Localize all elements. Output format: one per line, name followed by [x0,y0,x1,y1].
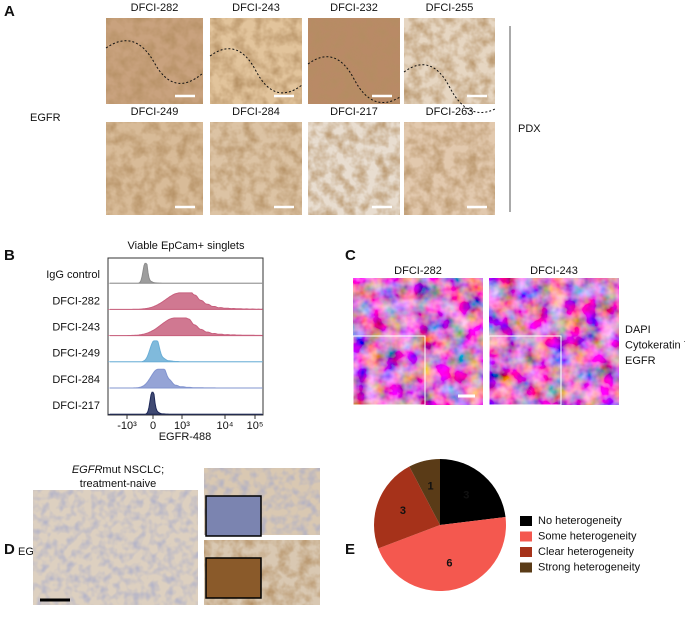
histogram [110,317,263,337]
x-tick-label: -10³ [117,420,137,432]
inset [205,557,262,599]
histogram [110,262,262,284]
micrograph-texture [210,18,302,104]
tumor-border [403,64,496,113]
micrograph-texture [308,122,400,215]
panel-letter: B [4,247,15,264]
inset [205,495,262,537]
histogram [110,368,262,389]
slice-label: 6 [446,557,452,569]
micrograph-texture [106,122,203,215]
micrograph-texture [33,490,198,605]
legend-label: EGFR [625,355,656,367]
note-rest: mut NSCLC; [102,464,164,476]
legend-label: DAPI [625,324,651,336]
sample-label: DFCI-243 [530,265,578,277]
tumor-border [307,56,401,104]
panel-letter: D [4,541,15,558]
micrograph-texture [106,18,203,104]
pie-slice [378,517,507,592]
row-label: IgG control [46,269,100,281]
legend-swatch [520,516,532,526]
row-label: DFCI-217 [52,400,100,412]
x-tick-label: 10⁵ [247,420,264,432]
sample-label: DFCI-255 [426,2,474,14]
legend-label: Clear heterogeneity [538,546,635,558]
sample-label: DFCI-282 [131,2,179,14]
slice-label: 3 [400,505,406,517]
panel-title: Viable EpCam+ singlets [128,240,245,252]
fluorescence-image [353,278,483,405]
sample-label: DFCI-249 [131,106,179,118]
row-label: DFCI-284 [52,374,100,386]
micrograph-texture [404,122,495,215]
pie-slice [374,466,440,549]
tumor-border [105,40,204,84]
x-axis-label: EGFR-488 [159,431,212,443]
panel-letter: E [345,541,355,558]
sample-label: DFCI-284 [232,106,280,118]
tumor-border [209,48,303,94]
x-tick-label: 0 [150,420,156,432]
legend-swatch [520,562,532,573]
pie-slice [440,459,506,525]
sample-label: DFCI-263 [426,106,474,118]
sample-label: DFCI-217 [330,106,378,118]
plot-frame [107,257,264,416]
sample-label: DFCI-243 [232,2,280,14]
row-label: EGFR [30,112,61,124]
micrograph-texture [404,18,495,104]
fluorescence-image [489,278,619,405]
histogram [110,292,263,310]
slice-label: 3 [463,489,469,501]
micrograph-texture [210,122,302,215]
histogram [110,340,262,363]
histogram [110,391,262,415]
legend-label: Some heterogeneity [538,530,637,542]
pie-slice [409,459,440,525]
legend-label: No heterogeneity [538,515,622,527]
sample-label: DFCI-282 [394,265,442,277]
inset-frame [352,335,426,406]
panel-letter: C [345,247,356,264]
legend-swatch [520,547,532,557]
row-label: DFCI-249 [52,348,100,360]
inset-frame [488,335,562,406]
panel-letter: A [4,3,15,20]
legend-swatch [520,531,532,542]
legend-label: Cytokeratin 7 [625,339,685,351]
row-label: DFCI-243 [52,322,100,334]
note-italic: EGFR [72,464,103,476]
slice-label: 1 [427,480,433,492]
side-label: PDX [518,123,541,135]
sample-label: DFCI-232 [330,2,378,14]
x-tick-label: 10⁴ [217,420,234,432]
note: EGFRmut NSCLC; [72,464,164,476]
legend-label: Strong heterogeneity [538,561,641,573]
note: treatment-naive [80,478,156,490]
x-tick-label: 10³ [174,420,190,432]
micrograph-texture [308,18,400,104]
row-label: DFCI-282 [52,295,100,307]
